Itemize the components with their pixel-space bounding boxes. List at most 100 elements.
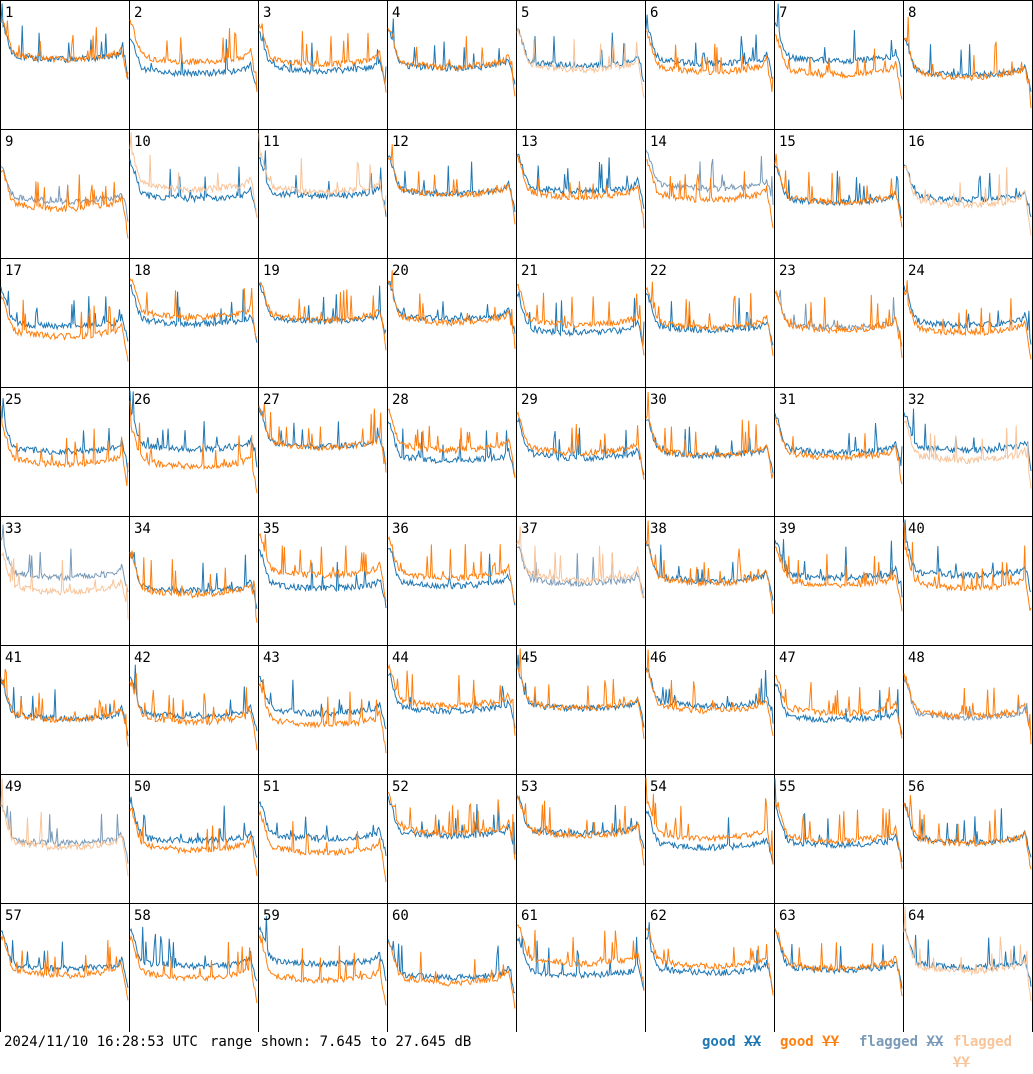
panel-label: 17 xyxy=(5,263,22,279)
series-good-xx xyxy=(645,14,774,80)
panel-52: 52 xyxy=(387,774,517,904)
series-good-xx xyxy=(903,519,1032,593)
panel-43: 43 xyxy=(258,645,388,775)
panel-27: 27 xyxy=(258,387,388,517)
panel-3: 3 xyxy=(258,0,388,130)
series-good-xx xyxy=(774,539,903,598)
panel-label: 23 xyxy=(779,263,796,279)
panel-47: 47 xyxy=(774,645,904,775)
series-good-yy xyxy=(129,807,258,877)
panel-label: 52 xyxy=(392,779,409,795)
panel-label: 64 xyxy=(908,908,925,924)
series-good-xx xyxy=(903,164,1032,218)
panel-6: 6 xyxy=(645,0,775,130)
series-good-xx xyxy=(774,930,903,989)
series-good-yy xyxy=(258,403,387,473)
panel-60: 60 xyxy=(387,903,517,1032)
panel-30: 30 xyxy=(645,387,775,517)
series-good-xx xyxy=(129,390,258,468)
series-good-yy xyxy=(258,679,387,754)
panel-label: 61 xyxy=(521,908,538,924)
panel-42: 42 xyxy=(129,645,259,775)
panel-31: 31 xyxy=(774,387,904,517)
footer-bar: 2024/11/10 16:28:53 UTC range shown: 7.6… xyxy=(0,1032,1033,1071)
panel-label: 12 xyxy=(392,134,409,150)
panel-frame xyxy=(258,0,388,130)
panel-11: 11 xyxy=(258,129,388,259)
panel-23: 23 xyxy=(774,258,904,388)
panel-label: 41 xyxy=(5,650,22,666)
panel-53: 53 xyxy=(516,774,646,904)
panel-frame xyxy=(903,0,1033,130)
series-good-xx xyxy=(129,38,258,91)
panel-label: 42 xyxy=(134,650,151,666)
series-flagged-xx xyxy=(516,545,645,599)
series-good-xx xyxy=(129,283,258,343)
series-good-xx xyxy=(645,419,774,474)
series-good-xx xyxy=(774,778,903,863)
series-good-xx xyxy=(129,664,258,732)
panel-label: 18 xyxy=(134,263,151,279)
panel-5: 5 xyxy=(516,0,646,130)
panel-34: 34 xyxy=(129,516,259,646)
panel-label: 56 xyxy=(908,779,925,795)
series-good-yy xyxy=(774,927,903,997)
panel-18: 18 xyxy=(129,258,259,388)
panel-57: 57 xyxy=(0,903,130,1032)
panel-8: 8 xyxy=(903,0,1033,130)
series-good-yy xyxy=(129,550,258,623)
panel-28: 28 xyxy=(387,387,517,517)
series-flagged-yy xyxy=(516,526,645,599)
series-good-yy xyxy=(387,663,516,736)
series-good-yy xyxy=(129,278,258,339)
range-label: range shown: 7.645 to 27.645 dB xyxy=(210,1034,472,1050)
panel-45: 45 xyxy=(516,645,646,775)
panel-label: 48 xyxy=(908,650,925,666)
series-good-yy xyxy=(645,777,774,865)
panel-54: 54 xyxy=(645,774,775,904)
panel-label: 15 xyxy=(779,134,796,150)
series-good-yy xyxy=(387,536,516,604)
panel-frame xyxy=(129,0,259,130)
series-flagged-yy xyxy=(903,906,1032,1002)
panel-label: 45 xyxy=(521,650,538,666)
panel-label: 26 xyxy=(134,392,151,408)
series-good-xx xyxy=(258,31,387,85)
panel-label: 33 xyxy=(5,521,22,537)
series-good-xx xyxy=(129,159,258,218)
panel-41: 41 xyxy=(0,645,130,775)
panel-25: 25 xyxy=(0,387,130,517)
panel-label: 9 xyxy=(5,134,13,150)
legend-good-xx: good XX xyxy=(702,1034,762,1050)
series-good-xx xyxy=(387,547,516,606)
panel-label: 19 xyxy=(263,263,280,279)
series-good-yy xyxy=(516,283,645,356)
series-good-yy xyxy=(129,19,258,93)
panel-56: 56 xyxy=(903,774,1033,904)
panel-label: 21 xyxy=(521,263,538,279)
panel-label: 38 xyxy=(650,521,667,537)
panel-label: 28 xyxy=(392,392,409,408)
series-good-yy xyxy=(645,281,774,356)
panel-label: 11 xyxy=(263,134,280,150)
series-good-xx xyxy=(903,37,1032,92)
series-good-xx xyxy=(645,667,774,724)
panel-14: 14 xyxy=(645,129,775,259)
series-good-xx xyxy=(387,795,516,855)
panel-58: 58 xyxy=(129,903,259,1032)
series-good-yy xyxy=(387,942,516,1009)
panel-32: 32 xyxy=(903,387,1033,517)
panel-label: 54 xyxy=(650,779,667,795)
series-good-yy xyxy=(258,282,387,351)
panel-label: 7 xyxy=(779,5,787,21)
panel-label: 30 xyxy=(650,392,667,408)
panel-7: 7 xyxy=(774,0,904,130)
series-good-yy xyxy=(645,520,774,615)
series-good-xx xyxy=(129,796,258,858)
series-good-yy xyxy=(387,144,516,225)
series-good-yy xyxy=(645,649,774,736)
series-good-yy xyxy=(645,391,774,479)
panel-label: 59 xyxy=(263,908,280,924)
series-good-yy xyxy=(516,648,645,739)
panel-label: 5 xyxy=(521,5,529,21)
